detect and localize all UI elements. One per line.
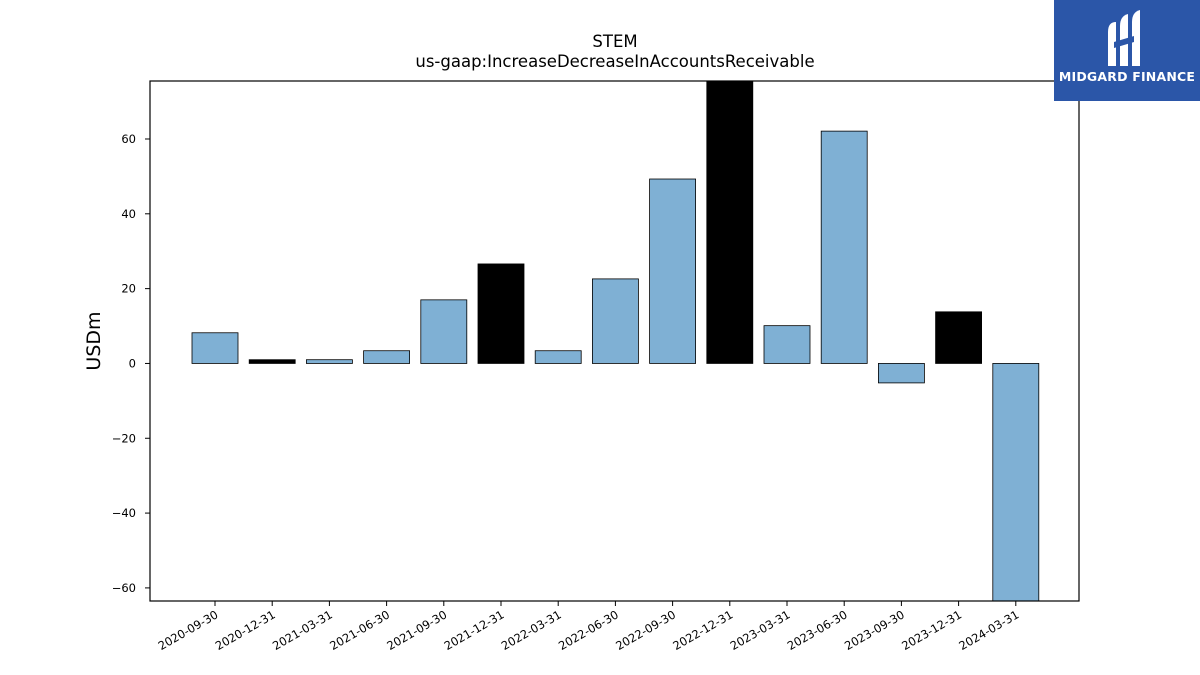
x-tick-label: 2022-03-31	[499, 607, 564, 653]
bar-2022-03-31	[534, 350, 582, 364]
bar-2021-09-30	[420, 299, 468, 364]
x-tick-label: 2024-03-31	[956, 607, 1021, 653]
y-tick-label: −40	[112, 506, 136, 520]
x-tick-label: 2023-12-31	[899, 607, 964, 653]
x-tick-label: 2023-03-31	[728, 607, 793, 653]
y-tick-label: −60	[112, 581, 136, 595]
x-tick-label: 2020-09-30	[156, 607, 221, 653]
y-axis: −60 −40 −20 0 20 40 60	[112, 132, 150, 595]
y-tick-label: 60	[121, 132, 136, 146]
x-tick-label: 2022-09-30	[613, 607, 678, 653]
x-tick-label: 2022-06-30	[556, 607, 621, 653]
y-tick-label: 20	[121, 282, 136, 296]
logo-text: MIDGARD FINANCE	[1058, 69, 1196, 84]
bar-2020-09-30	[191, 332, 239, 364]
x-tick-label: 2021-03-31	[270, 607, 335, 653]
x-tick-label: 2022-12-31	[670, 607, 735, 653]
bar-2023-06-30	[820, 130, 868, 364]
x-axis: 2020-09-302020-12-312021-03-312021-06-30…	[156, 601, 1021, 653]
chart-title: STEM	[592, 32, 638, 51]
plot-frame	[149, 80, 1080, 602]
bar-2023-09-30	[878, 363, 925, 384]
chart-subtitle: us-gaap:IncreaseDecreaseInAccountsReceiv…	[415, 52, 815, 71]
bar-2023-12-31	[935, 311, 982, 364]
x-tick-label: 2021-12-31	[442, 607, 507, 653]
x-tick-label: 2021-09-30	[384, 607, 449, 653]
x-tick-label: 2020-12-31	[213, 607, 278, 653]
bar-2020-12-31	[248, 359, 296, 364]
x-tick-label: 2023-09-30	[842, 607, 907, 653]
y-tick-label: 0	[129, 356, 136, 370]
bar-2021-12-31	[477, 263, 525, 364]
bar-2021-06-30	[363, 350, 411, 364]
bar-2024-03-31	[992, 363, 1040, 602]
x-tick-label: 2023-06-30	[785, 607, 850, 653]
bars-layer	[191, 80, 1040, 602]
midgard-finance-logo: MIDGARD FINANCE	[1054, 0, 1200, 101]
y-tick-label: 40	[121, 207, 136, 221]
y-tick-label: −20	[112, 431, 136, 445]
y-axis-label: USDm	[83, 311, 105, 370]
bar-2022-06-30	[592, 278, 639, 364]
x-tick-label: 2021-06-30	[327, 607, 392, 653]
bar-2021-03-31	[305, 359, 353, 364]
bar-2022-12-31	[706, 80, 754, 364]
logo-mark-icon	[1108, 10, 1140, 66]
bar-2023-03-31	[763, 325, 811, 364]
bar-2022-09-30	[649, 178, 696, 364]
